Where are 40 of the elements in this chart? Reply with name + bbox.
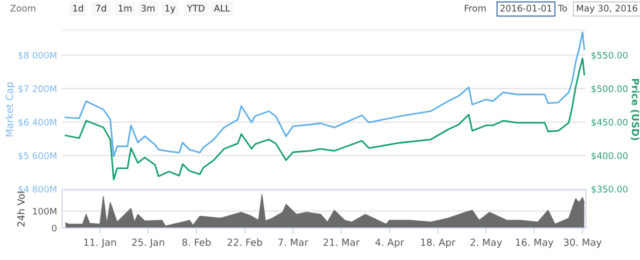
y2-tick-label: $500.00: [592, 85, 628, 94]
y-tick-label: $5 600M: [18, 152, 56, 160]
x-tick-label: 8. Feb: [182, 238, 211, 246]
x-tick-label: 7. Mar: [278, 238, 308, 246]
text: ALL: [214, 4, 230, 12]
x-tick-label: 4. Apr: [375, 238, 404, 248]
y-tick-label: 0: [52, 224, 57, 232]
text: 1y: [165, 4, 176, 14]
text: To: [558, 4, 568, 12]
x-tick-label: 30. May: [564, 238, 602, 248]
line-series: [64, 31, 586, 158]
y2-tick-label: $350.00: [592, 186, 628, 194]
text: YTD: [186, 4, 204, 12]
y-tick-label: $7 200M: [18, 85, 56, 94]
text: 1m: [118, 4, 132, 12]
x-tick-label: 22. Feb: [228, 238, 262, 246]
text: Zoom: [10, 4, 36, 12]
text: 7d: [96, 4, 106, 12]
text: May 30, 2016: [577, 4, 638, 14]
y2-tick-label: $450.00: [592, 118, 628, 127]
y-tick-label: $8 000M: [18, 52, 56, 60]
y2-axis-title: Price (USD): [630, 78, 640, 140]
x-tick-label: 11. Jan: [84, 238, 116, 248]
text: 1d: [73, 4, 83, 12]
y-tick-label: $6 400M: [18, 118, 56, 127]
y-tick-label: $4 800M: [18, 186, 56, 194]
y-axis-title: Market Cap: [6, 82, 15, 136]
x-tick-label: 21. Mar: [324, 238, 360, 246]
y-axis-title: 24h Vol: [17, 192, 25, 226]
text: 3m: [141, 4, 155, 12]
text: From: [464, 4, 486, 12]
y-tick-label: 100M: [33, 208, 56, 215]
x-tick-label: 16. May: [516, 238, 554, 248]
x-tick-label: 25. Jan: [132, 238, 164, 248]
text: 2016-01-01: [500, 4, 552, 12]
y2-tick-label: $400.00: [592, 152, 628, 160]
y2-tick-label: $550.00: [592, 52, 628, 60]
line-series: [64, 58, 586, 180]
x-tick-label: 2. May: [470, 238, 502, 248]
x-tick-label: 18. Apr: [421, 238, 456, 248]
